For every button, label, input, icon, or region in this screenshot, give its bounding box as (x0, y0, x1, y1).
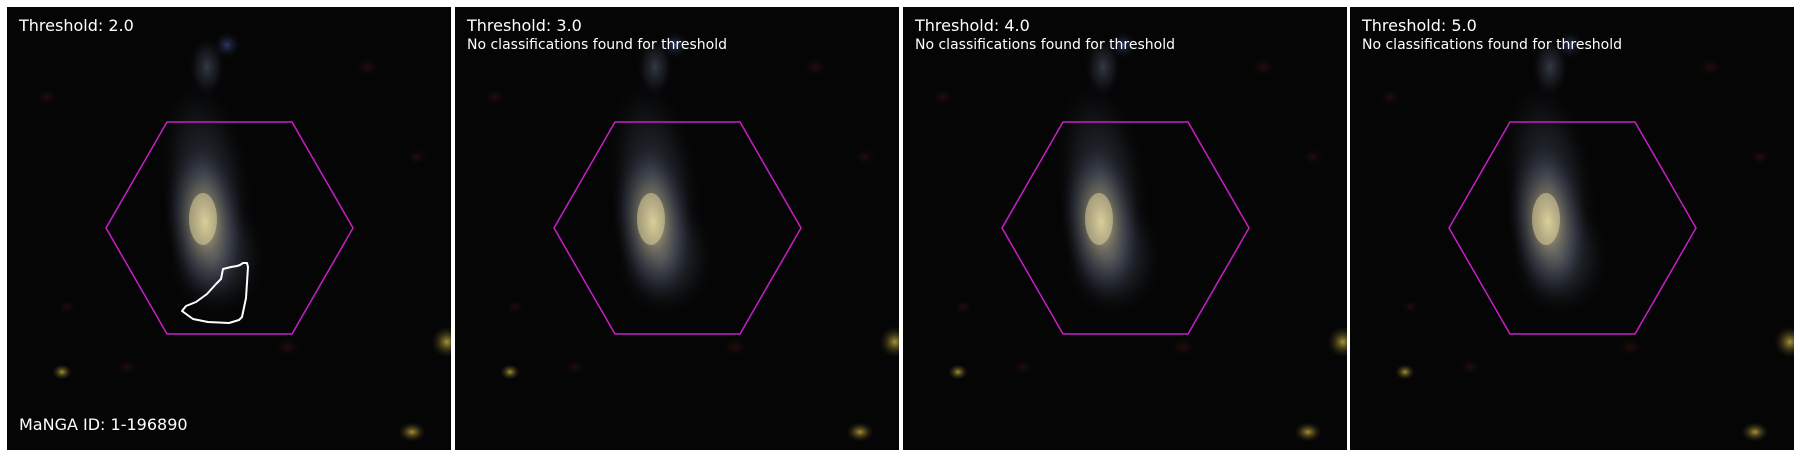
panel-threshold-4: Threshold: 4.0 No classifications found … (903, 7, 1347, 450)
no-classifications-note: No classifications found for threshold (1362, 37, 1622, 53)
no-classifications-note: No classifications found for threshold (915, 37, 1175, 53)
manga-id-label: MaNGA ID: 1-196890 (19, 415, 188, 434)
panel-title: Threshold: 2.0 (19, 16, 134, 35)
panel-threshold-2: Threshold: 2.0 MaNGA ID: 1-196890 (7, 7, 451, 450)
ifu-hexagon (1001, 121, 1250, 335)
panel-title: Threshold: 4.0 (915, 16, 1030, 35)
galaxy-image (7, 7, 451, 450)
galaxy-image (903, 7, 1347, 450)
panel-title: Threshold: 5.0 (1362, 16, 1477, 35)
galaxy-image (455, 7, 899, 450)
ifu-hexagon (105, 121, 354, 335)
ifu-hexagon (1448, 121, 1697, 335)
panel-threshold-5: Threshold: 5.0 No classifications found … (1350, 7, 1794, 450)
panel-title: Threshold: 3.0 (467, 16, 582, 35)
galaxy-image (1350, 7, 1794, 450)
no-classifications-note: No classifications found for threshold (467, 37, 727, 53)
ifu-hexagon (553, 121, 802, 335)
classification-region-outline (181, 262, 249, 324)
panel-threshold-3: Threshold: 3.0 No classifications found … (455, 7, 899, 450)
